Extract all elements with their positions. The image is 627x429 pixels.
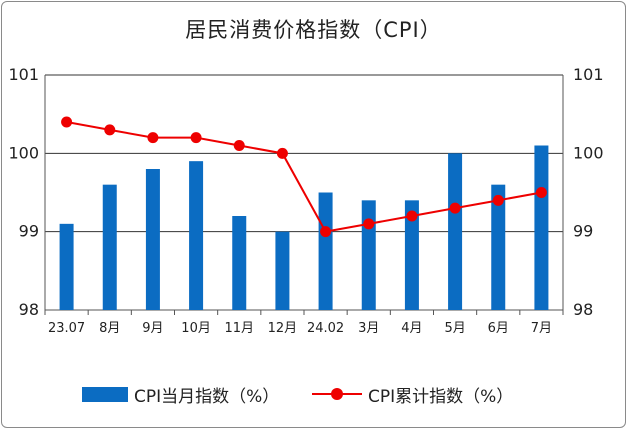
y-tick-label-left: 101 <box>8 65 39 84</box>
line-point <box>190 132 202 144</box>
x-tick-label: 9月 <box>142 321 163 336</box>
y-tick-label-left: 98 <box>19 300 39 319</box>
bar <box>102 184 117 310</box>
line-point <box>535 187 547 198</box>
bar <box>189 161 204 310</box>
x-tick-label: 8月 <box>99 321 120 336</box>
bar <box>145 169 160 310</box>
legend-line-swatch <box>312 384 362 404</box>
y-tick-label-left: 100 <box>8 143 39 162</box>
y-tick-label-left: 99 <box>19 222 39 241</box>
x-tick-label: 4月 <box>401 321 422 336</box>
x-tick-label: 10月 <box>181 321 211 336</box>
y-tick-label-right: 101 <box>573 65 604 84</box>
legend-label-cumulative: CPI累计指数（%） <box>368 386 514 407</box>
bar <box>491 184 506 310</box>
chart-legend: CPI当月指数（%） CPI累计指数（%） <box>0 380 627 408</box>
x-tick-label: 24.02 <box>307 321 344 336</box>
y-tick-label-right: 99 <box>573 222 593 241</box>
legend-label-monthly: CPI当月指数（%） <box>134 386 280 407</box>
x-tick-label: 3月 <box>358 321 379 336</box>
bar <box>318 192 333 310</box>
line-point <box>320 226 332 238</box>
cumulative-line <box>66 121 542 233</box>
legend-bar-swatch <box>82 386 128 402</box>
x-tick-label: 5月 <box>444 321 465 336</box>
bar <box>448 153 463 310</box>
line-point <box>61 116 73 128</box>
line-point <box>449 202 461 214</box>
line-point <box>233 140 245 151</box>
x-tick-label: 12月 <box>268 321 298 336</box>
chart-title: 居民消费价格指数（CPI） <box>185 18 442 42</box>
x-tick-label: 11月 <box>224 321 254 336</box>
x-tick-label: 23.07 <box>48 321 85 336</box>
legend-item-cumulative: CPI累计指数（%） <box>312 380 513 408</box>
bar <box>232 216 247 310</box>
x-tick-label: 6月 <box>488 321 509 336</box>
legend-item-monthly: CPI当月指数（%） <box>82 380 279 408</box>
line-point <box>492 194 504 206</box>
y-tick-label-right: 100 <box>573 143 604 162</box>
bar <box>59 223 74 310</box>
bar <box>275 231 290 310</box>
line-point <box>147 132 159 144</box>
y-tick-label-right: 98 <box>573 300 593 319</box>
bar <box>361 200 376 310</box>
line-point <box>276 147 288 159</box>
line-point <box>363 218 375 230</box>
x-tick-label: 7月 <box>531 321 552 336</box>
bar <box>534 145 549 310</box>
line-point <box>104 124 116 136</box>
bar <box>404 200 419 310</box>
line-point <box>406 210 418 222</box>
